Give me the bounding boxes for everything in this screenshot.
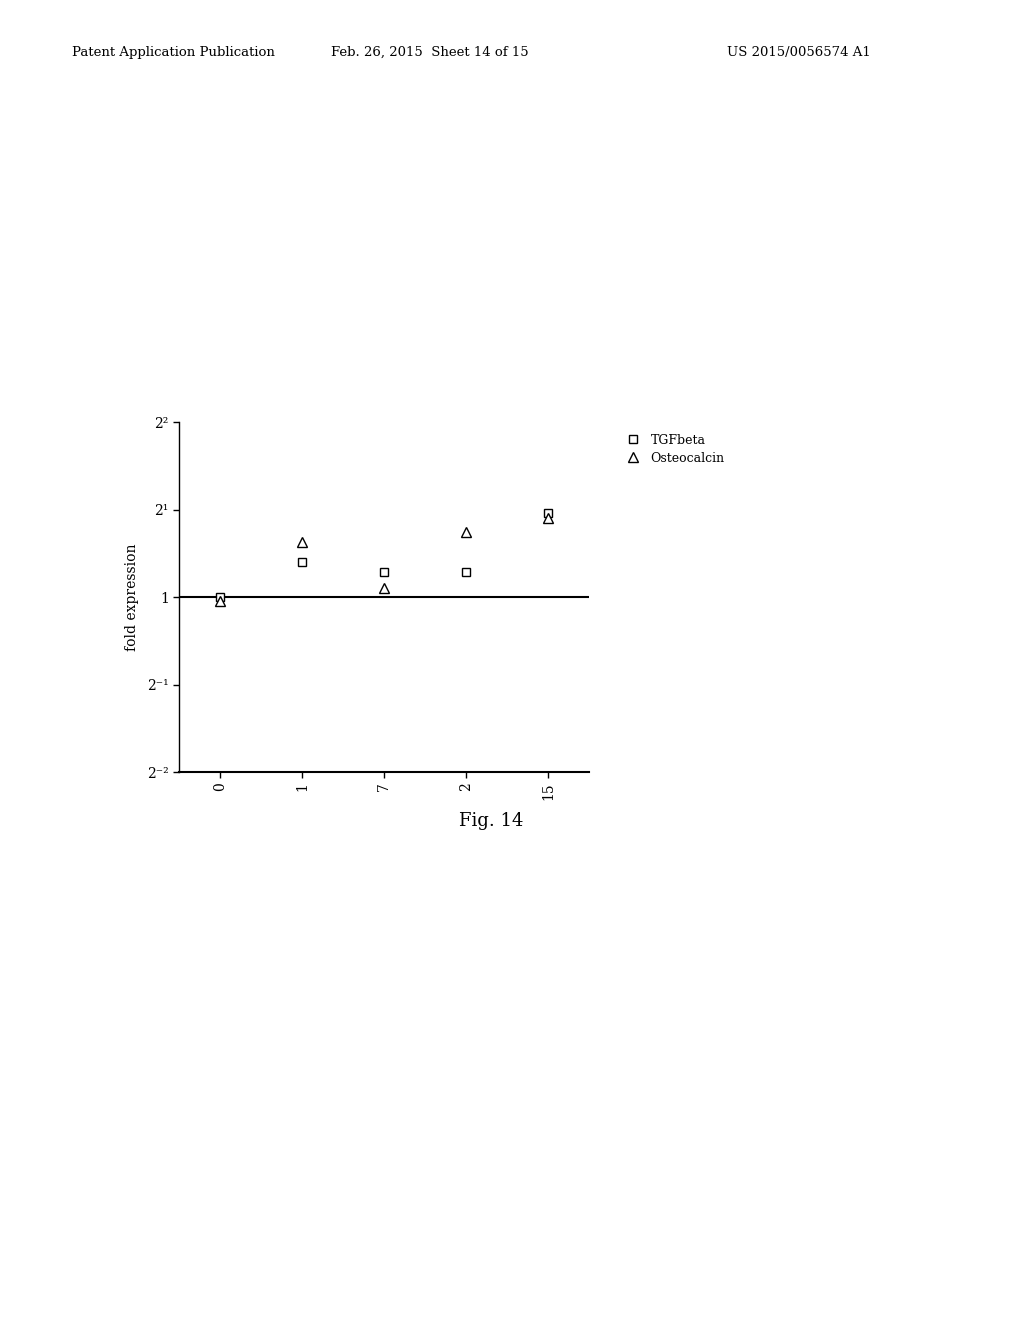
Text: Fig. 14: Fig. 14 [460, 812, 523, 830]
Y-axis label: fold expression: fold expression [125, 544, 138, 651]
Text: US 2015/0056574 A1: US 2015/0056574 A1 [727, 46, 870, 59]
Legend: TGFbeta, Osteocalcin: TGFbeta, Osteocalcin [615, 429, 730, 470]
Text: Patent Application Publication: Patent Application Publication [72, 46, 274, 59]
Text: Feb. 26, 2015  Sheet 14 of 15: Feb. 26, 2015 Sheet 14 of 15 [332, 46, 528, 59]
